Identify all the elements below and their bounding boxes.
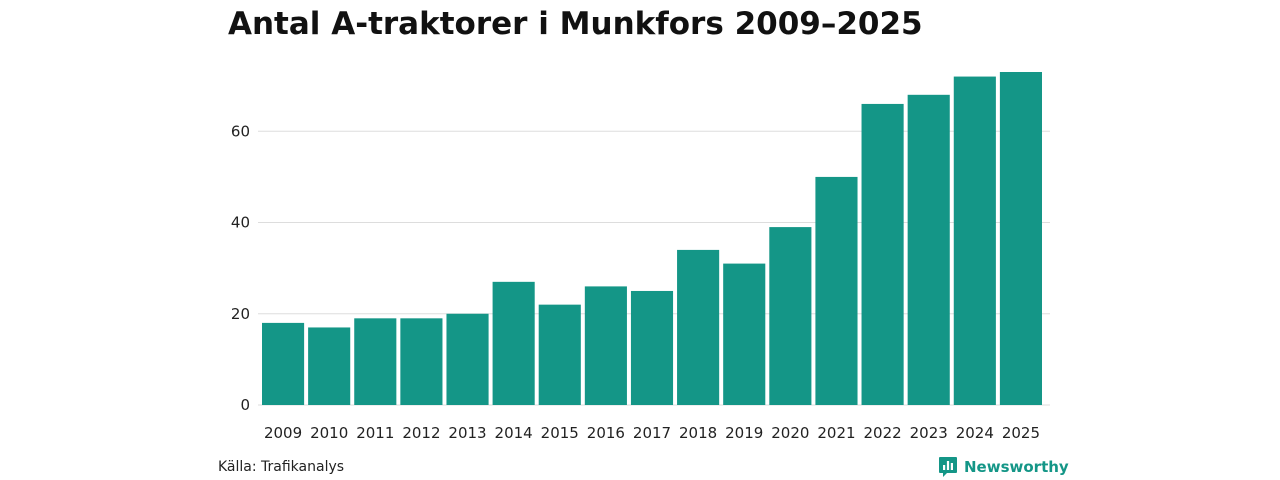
bar <box>262 322 305 405</box>
bar <box>584 286 627 405</box>
x-tick-label: 2013 <box>448 424 486 442</box>
bar <box>354 318 397 405</box>
bar <box>815 176 858 405</box>
x-tick-label: 2019 <box>725 424 763 442</box>
x-tick-label: 2017 <box>633 424 671 442</box>
bar <box>677 249 720 405</box>
x-tick-label: 2011 <box>356 424 394 442</box>
bar <box>538 304 581 405</box>
bar <box>999 72 1042 405</box>
x-tick-label: 2009 <box>264 424 302 442</box>
x-tick-label: 2012 <box>402 424 440 442</box>
y-axis-ticks: 0 20 40 60 <box>231 122 250 414</box>
bar <box>769 227 812 405</box>
brand-logo: Newsworthy <box>938 456 1069 478</box>
brand-name: Newsworthy <box>964 458 1069 476</box>
y-tick-label: 60 <box>231 122 250 140</box>
x-tick-label: 2018 <box>679 424 717 442</box>
bar <box>723 263 766 405</box>
x-tick-label: 2024 <box>956 424 994 442</box>
bar <box>446 313 489 405</box>
x-tick-label: 2010 <box>310 424 348 442</box>
bar <box>492 281 535 405</box>
y-tick-label: 0 <box>240 396 250 414</box>
x-tick-label: 2021 <box>817 424 855 442</box>
bar <box>861 103 904 405</box>
newsworthy-logo-icon <box>939 457 957 477</box>
source-note: Källa: Trafikanalys <box>218 459 345 475</box>
bar <box>630 290 674 405</box>
x-tick-label: 2015 <box>541 424 579 442</box>
y-tick-label: 40 <box>231 214 250 232</box>
x-tick-label: 2016 <box>587 424 625 442</box>
bar <box>308 327 351 405</box>
bars <box>262 72 1042 405</box>
x-tick-label: 2023 <box>910 424 948 442</box>
x-tick-label: 2020 <box>771 424 809 442</box>
x-tick-label: 2025 <box>1002 424 1040 442</box>
chart-title: Antal A-traktorer i Munkfors 2009–2025 <box>228 6 923 42</box>
y-tick-label: 20 <box>231 305 250 323</box>
x-axis-ticks: 2009 2010 2011 2012 2013 2014 2015 2016 2017 2018… <box>264 424 1040 442</box>
x-tick-label: 2014 <box>495 424 533 442</box>
bar <box>953 76 996 405</box>
x-tick-label: 2022 <box>863 424 901 442</box>
bar <box>907 94 950 405</box>
bar <box>400 318 443 405</box>
